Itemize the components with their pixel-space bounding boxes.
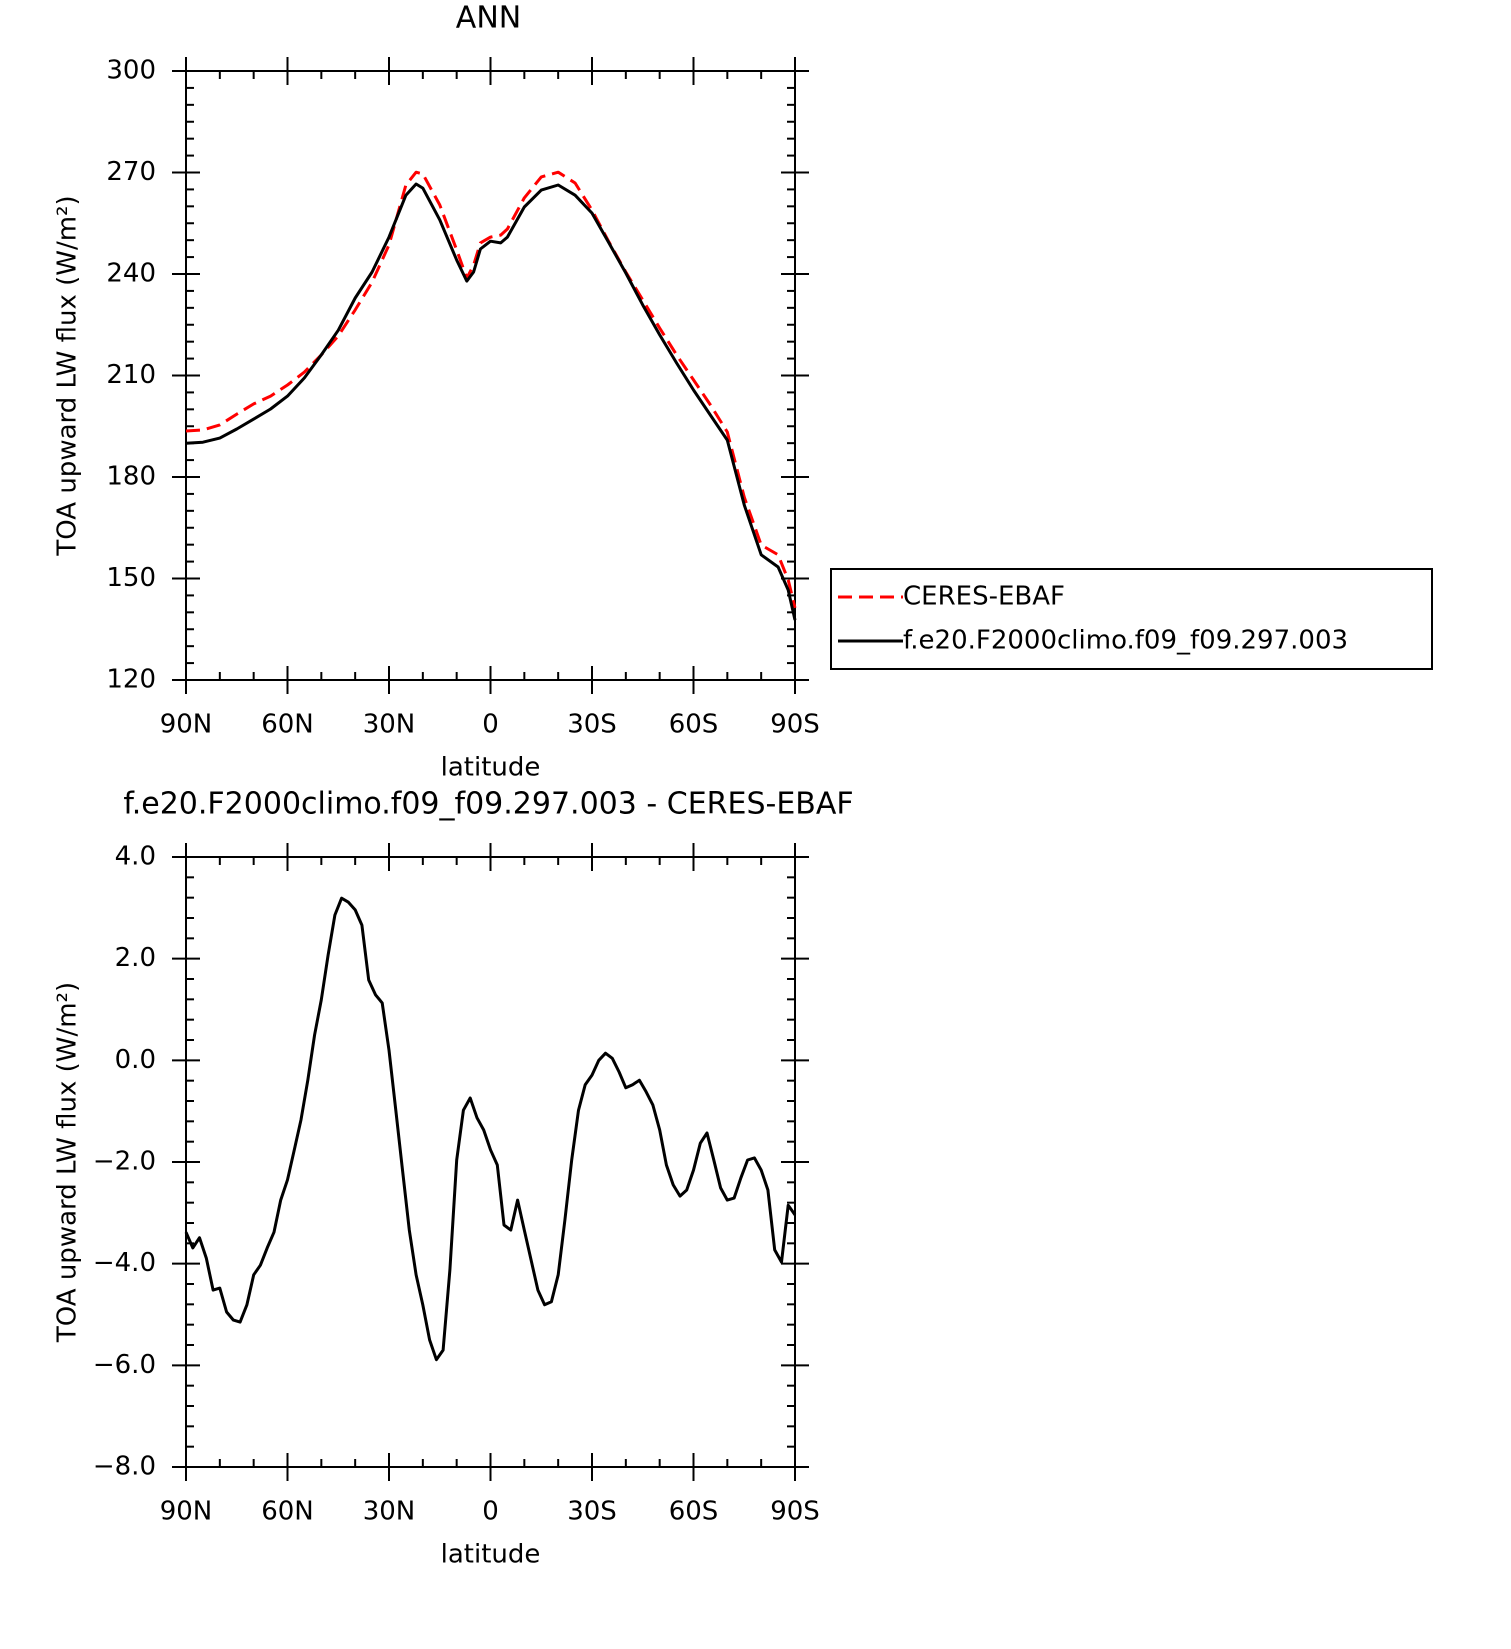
x-tick-label: 0 — [482, 1497, 499, 1527]
x-tick-label: 0 — [482, 710, 499, 740]
x-tick-label: 30S — [567, 710, 617, 740]
y-tick-label: 300 — [106, 56, 156, 86]
chart-title: ANN — [456, 1, 521, 36]
x-tick-label: 90S — [770, 1497, 820, 1527]
x-axis-label: latitude — [441, 753, 541, 783]
y-tick-label: 0.0 — [115, 1045, 156, 1075]
y-tick-label: 4.0 — [115, 842, 156, 872]
y-tick-label: 180 — [106, 462, 156, 492]
y-axis-label: TOA upward LW flux (W/m²) — [53, 195, 83, 556]
x-tick-label: 90N — [160, 1497, 213, 1527]
x-tick-label: 60N — [261, 1497, 314, 1527]
x-tick-label: 30N — [363, 1497, 416, 1527]
x-axis-label: latitude — [441, 1540, 541, 1570]
data-line — [185, 170, 797, 609]
plot-frame — [185, 70, 796, 681]
y-tick-label: 2.0 — [115, 943, 156, 973]
x-tick-label: 90S — [770, 710, 820, 740]
x-tick-label: 60N — [261, 710, 314, 740]
legend-box — [830, 568, 1433, 670]
y-tick-label: 240 — [106, 259, 156, 289]
data-line — [185, 182, 797, 621]
y-tick-label: 210 — [106, 360, 156, 390]
y-tick-label: 150 — [106, 563, 156, 593]
x-tick-label: 30N — [363, 710, 416, 740]
legend-label: f.e20.F2000climo.f09_f09.297.003 — [903, 626, 1348, 656]
y-tick-label: 270 — [106, 157, 156, 187]
y-tick-label: −8.0 — [93, 1452, 156, 1482]
data-line — [184, 896, 797, 1362]
x-tick-label: 60S — [669, 1497, 719, 1527]
x-tick-label: 30S — [567, 1497, 617, 1527]
x-tick-label: 90N — [160, 710, 213, 740]
plot-frame — [185, 856, 796, 1468]
legend-label: CERES-EBAF — [903, 582, 1065, 612]
y-tick-label: 120 — [106, 665, 156, 695]
y-tick-label: −2.0 — [93, 1147, 156, 1177]
chart-title: f.e20.F2000climo.f09_f09.297.003 - CERES… — [123, 787, 853, 822]
y-tick-label: −4.0 — [93, 1248, 156, 1278]
x-tick-label: 60S — [669, 710, 719, 740]
y-tick-label: −6.0 — [93, 1350, 156, 1380]
y-axis-label: TOA upward LW flux (W/m²) — [53, 982, 83, 1343]
